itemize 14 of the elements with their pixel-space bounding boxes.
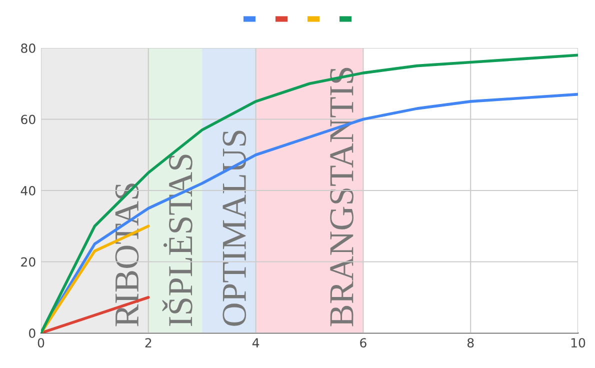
x-tick-label: 10 xyxy=(571,338,586,348)
x-tick-label: 6 xyxy=(360,338,366,348)
x-tick-label: 0 xyxy=(38,338,44,348)
x-tick-label: 4 xyxy=(252,338,260,348)
y-tick-label: 0 xyxy=(29,328,36,338)
y-tick-label: 20 xyxy=(21,257,36,267)
band-label: BRANGSTANTIS xyxy=(330,68,354,326)
y-tick-label: 60 xyxy=(21,114,36,124)
y-tick-label: 40 xyxy=(20,186,36,196)
band-label: IŠPLĖSTAS xyxy=(162,154,192,326)
y-tick-label: 80 xyxy=(21,43,36,53)
x-tick-label: 8 xyxy=(467,338,474,348)
band-label: OPTIMALUS xyxy=(222,130,246,326)
x-tick-label: 2 xyxy=(145,338,152,348)
